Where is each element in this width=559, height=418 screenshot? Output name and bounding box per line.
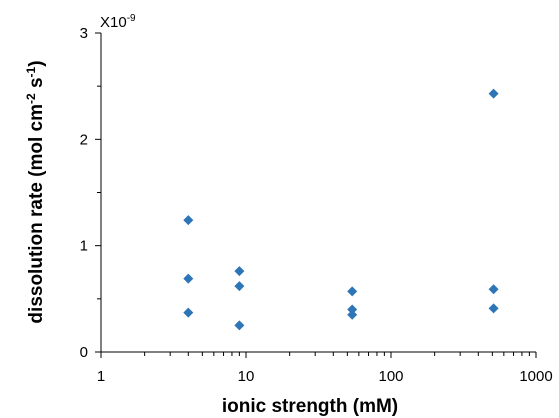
data-point bbox=[234, 281, 245, 292]
y-axis-title-prefix: dissolution rate (mol cm bbox=[26, 104, 47, 324]
y-tick-label: 1 bbox=[80, 238, 88, 255]
data-point bbox=[183, 273, 194, 284]
data-points bbox=[183, 88, 499, 331]
y-axis-title: dissolution rate (mol cm-2 s-1) bbox=[24, 60, 47, 323]
data-point bbox=[347, 286, 358, 297]
data-point bbox=[347, 304, 358, 315]
data-point bbox=[488, 88, 499, 99]
axes bbox=[100, 33, 536, 353]
data-point bbox=[347, 309, 358, 320]
x-tick-label: 100 bbox=[378, 368, 403, 385]
x-tick-label: 1000 bbox=[519, 368, 552, 385]
y-tick-label: 3 bbox=[80, 25, 88, 42]
y-multiplier-exponent: -9 bbox=[127, 13, 136, 24]
ticks bbox=[95, 32, 537, 358]
data-point bbox=[488, 303, 499, 314]
data-point bbox=[488, 284, 499, 295]
y-multiplier-base: X10 bbox=[100, 14, 127, 31]
y-multiplier-label: X10-9 bbox=[100, 13, 136, 31]
y-axis-title-middle: s bbox=[26, 77, 47, 93]
x-tick-label: 10 bbox=[238, 368, 255, 385]
data-point bbox=[234, 320, 245, 331]
y-axis-title-suffix: ) bbox=[26, 60, 47, 66]
x-axis-title: ionic strength (mM) bbox=[222, 396, 398, 417]
data-point bbox=[183, 307, 194, 318]
data-point bbox=[234, 266, 245, 277]
data-point bbox=[183, 215, 194, 226]
y-tick-label: 2 bbox=[80, 131, 88, 148]
y-tick-label: 0 bbox=[80, 344, 88, 361]
y-axis-title-exp1: -2 bbox=[24, 93, 38, 104]
y-axis-title-exp2: -1 bbox=[24, 66, 38, 77]
x-tick-label: 1 bbox=[97, 368, 105, 385]
